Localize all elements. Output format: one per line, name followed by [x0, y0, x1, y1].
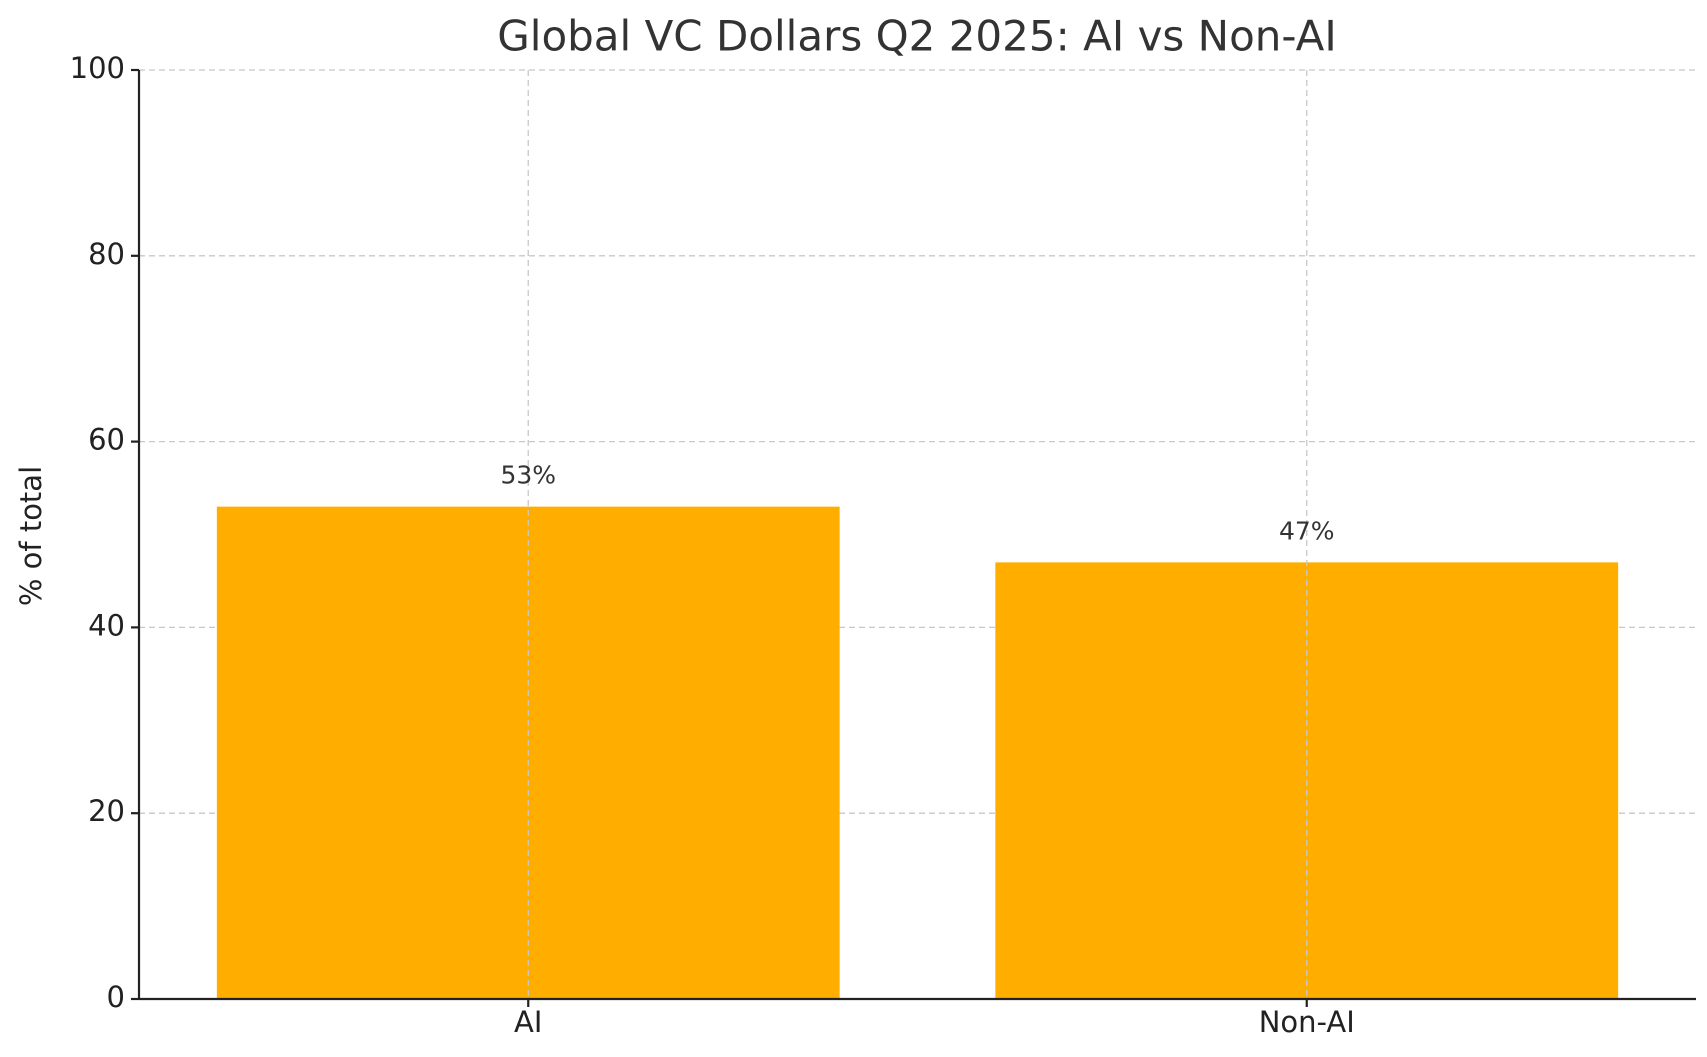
chart-title: Global VC Dollars Q2 2025: AI vs Non-AI: [497, 12, 1337, 61]
y-tick-label: 100: [70, 51, 125, 85]
x-tick-label: AI: [514, 1005, 542, 1039]
x-tick-label: Non-AI: [1259, 1005, 1355, 1039]
y-tick-label: 0: [107, 980, 125, 1014]
y-tick-label: 20: [88, 794, 125, 828]
y-tick-label: 60: [88, 423, 125, 457]
y-axis-label: % of total: [14, 466, 48, 606]
y-tick-label: 40: [88, 608, 125, 642]
value-label: 53%: [500, 461, 556, 490]
value-label: 47%: [1279, 516, 1335, 545]
y-tick-label: 80: [88, 237, 125, 271]
